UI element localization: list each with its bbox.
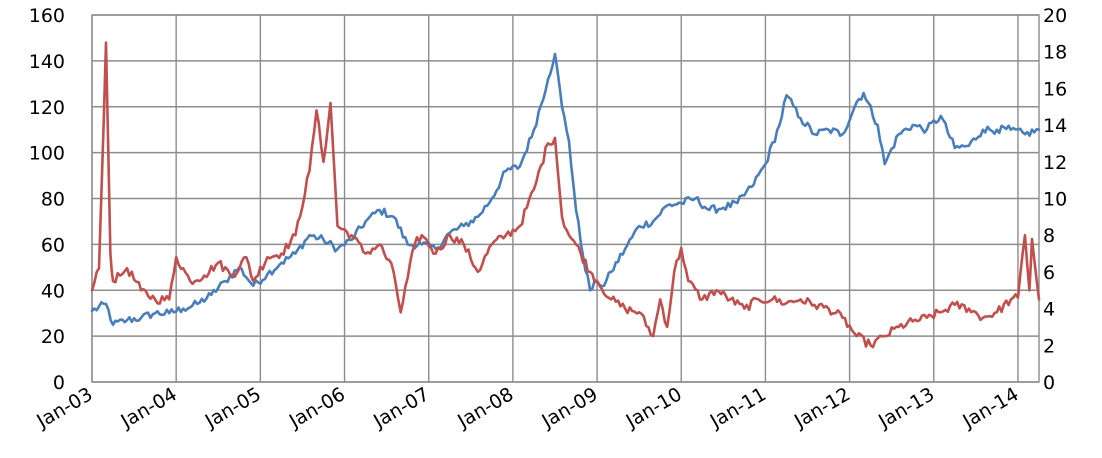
series-line-left-axis <box>90 52 1041 326</box>
x-tick-label: Jan-07 <box>369 383 433 433</box>
x-tick-label: Jan-08 <box>453 383 517 433</box>
y2-tick-label: 10 <box>1043 189 1067 211</box>
x-tick-label: Jan-05 <box>201 383 265 433</box>
y2-tick-label: 18 <box>1043 42 1067 64</box>
y2-tick-label: 8 <box>1043 225 1055 247</box>
gridlines <box>91 14 1039 383</box>
x-tick-label: Jan-14 <box>958 383 1022 433</box>
x-tick-label: Jan-06 <box>285 383 349 433</box>
y-tick-label: 120 <box>29 97 65 119</box>
y2-tick-label: 20 <box>1043 5 1067 27</box>
series-layer <box>90 41 1041 349</box>
y-tick-label: 20 <box>41 326 65 348</box>
x-tick-label: Jan-13 <box>874 383 938 433</box>
x-tick-label: Jan-11 <box>706 383 770 433</box>
y2-tick-label: 2 <box>1043 335 1055 357</box>
y-tick-label: 100 <box>29 143 65 165</box>
y2-tick-label: 12 <box>1043 152 1067 174</box>
y2-tick-label: 0 <box>1043 372 1055 394</box>
y-tick-label: 140 <box>29 51 65 73</box>
x-tick-label: Jan-04 <box>117 383 181 433</box>
y2-tick-label: 16 <box>1043 78 1067 100</box>
y2-axis-ticks: 0 2 4 6 8 10 12 14 16 18 20 <box>1043 5 1067 394</box>
x-tick-label: Jan-10 <box>622 383 686 433</box>
x-tick-label: Jan-09 <box>537 383 601 433</box>
plot-area <box>91 14 1040 383</box>
x-tick-label: Jan-12 <box>790 383 854 433</box>
y-tick-label: 160 <box>29 5 65 27</box>
x-axis-ticks: Jan-03 Jan-04 Jan-05 Jan-06 Jan-07 Jan-08 Jan-… <box>32 383 1022 433</box>
series-line-right-axis <box>90 41 1041 349</box>
y2-tick-label: 6 <box>1043 262 1055 284</box>
y-tick-label: 40 <box>41 280 65 302</box>
y-tick-label: 0 <box>53 372 65 394</box>
y2-tick-label: 4 <box>1043 299 1055 321</box>
y-tick-label: 80 <box>41 189 65 211</box>
y-tick-label: 60 <box>41 234 65 256</box>
y-axis-ticks: 0 20 40 60 80 100 120 140 160 <box>29 5 65 394</box>
y2-tick-label: 14 <box>1043 115 1067 137</box>
